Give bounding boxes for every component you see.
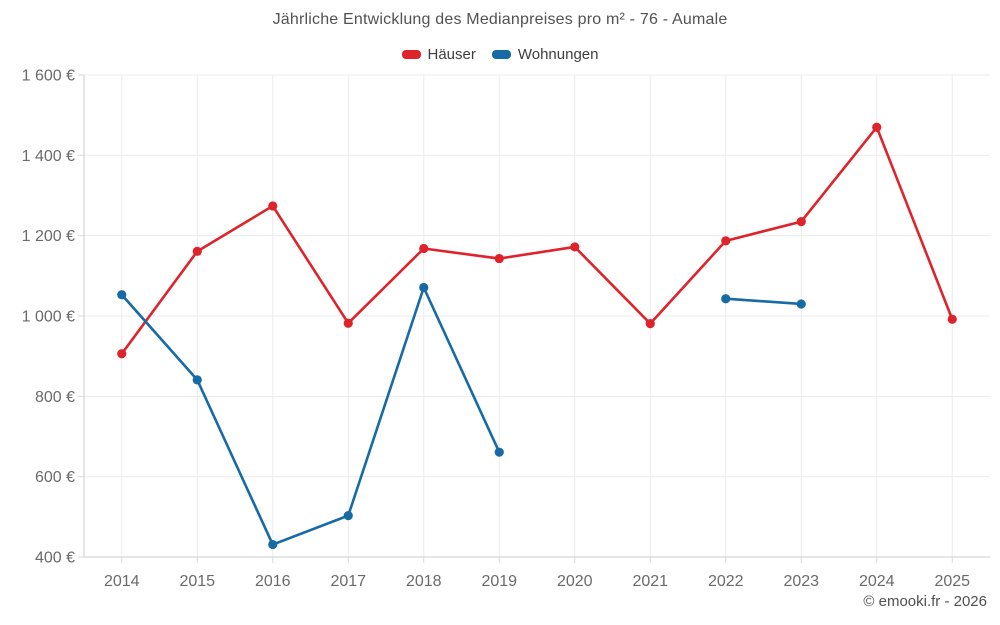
x-tick-label: 2015	[179, 573, 215, 590]
data-point-h-user-2017[interactable]	[343, 318, 353, 328]
data-point-h-user-2014[interactable]	[117, 349, 127, 359]
x-tick-label: 2022	[708, 573, 744, 590]
x-tick-label: 2021	[632, 573, 668, 590]
data-point-wohnungen-2019[interactable]	[494, 447, 504, 457]
x-tick-label: 2018	[406, 573, 442, 590]
data-point-h-user-2022[interactable]	[721, 236, 731, 246]
legend-swatch-wohnungen-icon	[491, 50, 511, 59]
x-tick-label: 2020	[557, 573, 593, 590]
data-point-h-user-2025[interactable]	[947, 314, 957, 324]
y-tick-label: 400 €	[35, 550, 75, 567]
x-tick-label: 2024	[859, 573, 895, 590]
chart-legend: Häuser Wohnungen	[0, 46, 1000, 63]
x-tick-label: 2014	[104, 573, 140, 590]
x-tick-label: 2023	[783, 573, 819, 590]
data-point-wohnungen-2022[interactable]	[721, 294, 731, 304]
data-point-h-user-2021[interactable]	[645, 319, 655, 329]
data-point-h-user-2024[interactable]	[872, 122, 882, 132]
data-point-wohnungen-2014[interactable]	[117, 290, 127, 300]
x-tick-label: 2016	[255, 573, 291, 590]
y-axis-labels: 400 € 600 € 800 € 1 000 € 1 200 € 1 400 € 1 60…	[22, 68, 84, 567]
y-tick-label: 1 200 €	[22, 228, 75, 245]
series-line-wohnungen	[724, 297, 803, 306]
data-point-wohnungen-2023[interactable]	[796, 299, 806, 309]
attribution-text: © emooki.fr - 2026	[863, 593, 987, 610]
y-tick-label: 1 600 €	[22, 68, 75, 85]
data-point-wohnungen-2015[interactable]	[192, 375, 202, 385]
x-tick-label: 2025	[934, 573, 970, 590]
legend-label-wohnungen: Wohnungen	[517, 46, 599, 63]
data-point-h-user-2015[interactable]	[192, 246, 202, 256]
legend-item-hauser[interactable]: Häuser	[401, 46, 476, 63]
chart-title: Jährliche Entwicklung des Medianpreises …	[272, 11, 728, 28]
legend-item-wohnungen[interactable]: Wohnungen	[491, 46, 599, 63]
data-point-wohnungen-2016[interactable]	[268, 539, 278, 550]
y-tick-label: 1 000 €	[22, 309, 75, 326]
series-line-wohnungen	[120, 286, 501, 546]
data-point-wohnungen-2018[interactable]	[419, 282, 429, 293]
x-tick-label: 2019	[481, 573, 517, 590]
x-tick-label: 2017	[330, 573, 366, 590]
series-line-h-user	[120, 125, 954, 356]
y-tick-label: 600 €	[35, 469, 75, 486]
series-wohnungen	[117, 282, 806, 550]
data-point-h-user-2019[interactable]	[494, 253, 504, 264]
gridlines	[84, 74, 990, 558]
legend-label-hauser: Häuser	[427, 46, 476, 63]
data-point-h-user-2018[interactable]	[419, 243, 429, 254]
series-h-user	[117, 122, 957, 359]
data-point-h-user-2016[interactable]	[268, 201, 278, 211]
y-tick-label: 800 €	[35, 389, 75, 406]
data-point-h-user-2020[interactable]	[570, 242, 580, 252]
data-point-h-user-2023[interactable]	[796, 217, 806, 227]
x-axis-labels: 2014 2015 2016 2017 2018 2019 2020 2021 2022 2023…	[104, 557, 970, 590]
y-tick-label: 1 400 €	[22, 148, 75, 165]
data-point-wohnungen-2017[interactable]	[343, 511, 353, 521]
legend-swatch-hauser-icon	[401, 50, 421, 59]
